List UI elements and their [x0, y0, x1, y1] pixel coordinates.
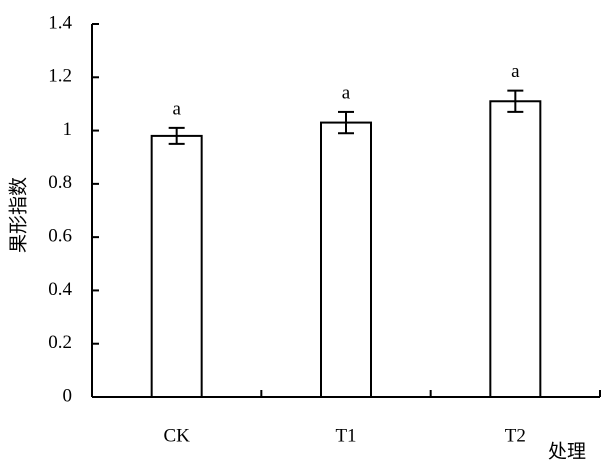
y-tick-label: 1.2: [48, 66, 72, 87]
error-bar: [168, 126, 185, 145]
error-bar: [338, 110, 354, 135]
y-tick-label: 1.4: [48, 12, 72, 33]
x-tick-label: CK: [163, 425, 190, 446]
y-tick-label: 0.6: [48, 226, 72, 247]
y-tick-label: 0.8: [48, 172, 72, 193]
y-tick-label: 1: [63, 119, 73, 140]
annotation: a: [511, 61, 520, 82]
x-tick-label: T1: [335, 425, 356, 446]
bar: [150, 134, 203, 398]
y-tick-label: 0.2: [48, 332, 72, 353]
error-bar: [507, 89, 524, 113]
bar: [489, 100, 542, 398]
bar: [320, 121, 372, 398]
y-axis-label: 果形指数: [7, 177, 29, 253]
annotation: a: [172, 98, 181, 119]
annotation: a: [342, 82, 351, 103]
y-tick-label: 0: [63, 385, 73, 406]
y-tick-label: 0.4: [48, 279, 72, 300]
x-axis-label: 处理: [548, 440, 586, 462]
x-tick-label: T2: [505, 425, 526, 446]
